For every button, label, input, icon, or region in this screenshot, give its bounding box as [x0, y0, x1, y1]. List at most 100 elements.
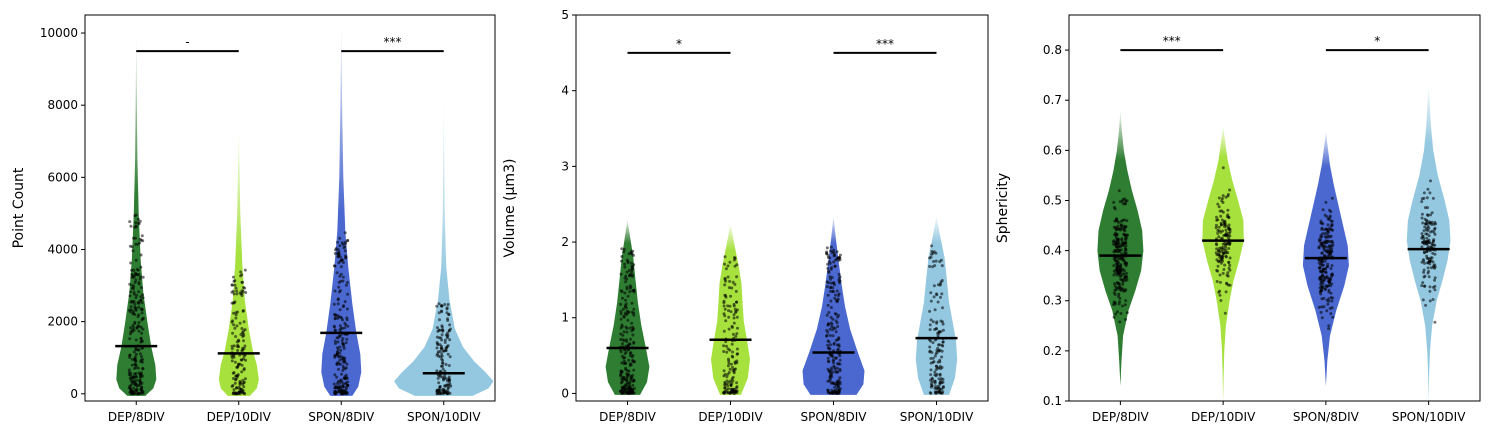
data-point	[627, 388, 631, 392]
data-point	[1327, 324, 1331, 328]
data-point	[1422, 268, 1426, 272]
data-point	[931, 320, 935, 324]
data-point	[235, 292, 239, 296]
data-point	[1217, 249, 1221, 252]
data-point	[735, 352, 739, 356]
data-point	[731, 368, 735, 372]
data-point	[836, 325, 840, 328]
data-point	[238, 321, 242, 325]
data-point	[1429, 213, 1432, 217]
data-point	[624, 274, 628, 278]
data-point	[140, 234, 144, 238]
data-point	[1223, 263, 1227, 267]
data-point	[941, 344, 945, 348]
data-point	[1424, 222, 1427, 226]
data-point	[1115, 242, 1119, 246]
data-point	[129, 373, 132, 377]
data-point	[934, 368, 938, 372]
data-point	[826, 356, 830, 360]
data-point	[436, 376, 440, 380]
data-point	[1227, 223, 1231, 227]
data-point	[137, 324, 141, 328]
data-point	[730, 354, 734, 358]
data-point	[132, 350, 136, 354]
data-point	[135, 293, 139, 297]
data-point	[137, 290, 141, 294]
data-point	[1328, 216, 1332, 220]
data-point	[240, 370, 244, 374]
data-point	[723, 293, 727, 297]
data-point	[1119, 312, 1123, 315]
data-point	[230, 347, 234, 351]
data-point	[735, 332, 739, 336]
data-point	[1320, 305, 1324, 309]
data-point	[730, 342, 734, 346]
data-point	[1227, 260, 1231, 264]
data-point	[139, 371, 143, 375]
y-tick-label: 0.4	[1043, 244, 1062, 258]
data-point	[343, 300, 347, 304]
data-point	[837, 378, 841, 382]
y-tick-label: 0.8	[1043, 43, 1062, 57]
data-point	[339, 265, 343, 269]
data-point	[235, 324, 239, 328]
data-point	[1113, 284, 1117, 288]
data-point	[1421, 221, 1425, 225]
data-point	[338, 386, 342, 389]
data-point	[835, 380, 839, 384]
x-tick-label: SPON/10DIV	[407, 410, 481, 424]
data-point	[1228, 268, 1232, 272]
x-tick-label: DEP/8DIV	[108, 410, 166, 424]
data-point	[447, 364, 451, 367]
data-point	[626, 385, 630, 389]
data-point	[1323, 213, 1327, 217]
data-point	[139, 352, 142, 356]
data-point	[735, 315, 739, 319]
data-point	[933, 386, 937, 390]
data-point	[622, 362, 626, 365]
data-point	[1114, 235, 1118, 239]
data-point	[1123, 233, 1127, 237]
data-point	[833, 327, 837, 330]
data-point	[934, 327, 938, 331]
data-point	[837, 336, 841, 340]
x-tick-label: DEP/10DIV	[698, 410, 763, 424]
data-point	[341, 392, 345, 396]
data-point	[443, 338, 447, 342]
data-point	[731, 350, 734, 354]
data-point	[629, 376, 633, 380]
data-point	[239, 333, 243, 336]
data-point	[1116, 224, 1120, 228]
data-point	[1217, 260, 1221, 264]
data-point	[1221, 201, 1225, 204]
violin-dep-10div	[711, 223, 750, 395]
data-point	[345, 337, 349, 341]
data-point	[1427, 234, 1431, 238]
data-point	[622, 386, 626, 390]
data-point	[1121, 287, 1125, 291]
data-point	[140, 311, 144, 315]
y-tick-label: 0	[70, 387, 78, 401]
data-point	[1422, 229, 1426, 233]
data-point	[827, 360, 831, 364]
data-point	[439, 304, 443, 308]
data-point	[938, 381, 942, 385]
data-point	[239, 270, 243, 274]
data-point	[345, 391, 349, 394]
data-point	[933, 354, 937, 358]
data-point	[238, 379, 242, 383]
data-point	[1125, 236, 1129, 240]
data-point	[1431, 196, 1435, 200]
data-point	[1420, 216, 1424, 220]
data-point	[1321, 269, 1325, 273]
data-point	[338, 236, 342, 240]
data-point	[443, 384, 447, 388]
data-point	[936, 331, 940, 335]
y-tick-label: 2000	[47, 315, 78, 329]
data-point	[1320, 280, 1324, 284]
data-point	[446, 319, 450, 322]
data-point	[1215, 243, 1219, 247]
data-point	[836, 366, 839, 370]
data-point	[135, 387, 139, 391]
data-point	[727, 359, 731, 363]
